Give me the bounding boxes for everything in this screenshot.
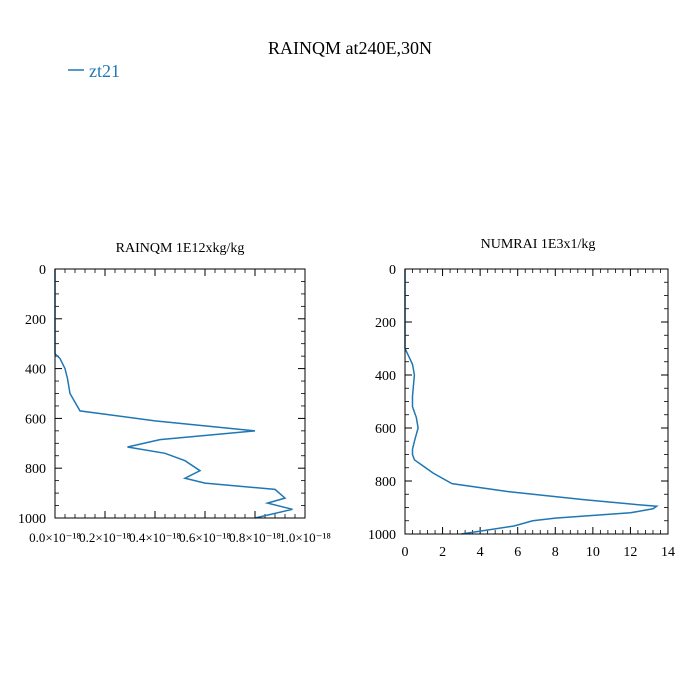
main-title: RAINQM at240E,30N — [268, 38, 432, 58]
right-xtick-label: 10 — [586, 545, 600, 560]
right-ytick-label: 800 — [375, 475, 396, 490]
legend: zt21 — [68, 61, 120, 81]
left-axis-ticks — [54, 268, 306, 519]
right-plot-frame — [404, 268, 669, 535]
right-series-line — [404, 269, 659, 535]
left-axis-tick-labels: 0 200 400 600 800 1000 0.0×10⁻¹⁸0.2×10⁻¹⁸0.4×1… — [18, 263, 331, 545]
left-ytick-label: 400 — [25, 363, 46, 378]
left-ytick-label: 800 — [25, 462, 46, 477]
left-series-line — [54, 269, 293, 519]
right-xtick-label: 6 — [514, 545, 521, 560]
right-ytick-label: 400 — [375, 369, 396, 384]
left-xtick-label: 0.8×10⁻¹⁸ — [229, 530, 281, 545]
right-xtick-label: 12 — [623, 545, 637, 560]
legend-label: zt21 — [89, 61, 120, 81]
right-panel-title: NUMRAI 1E3x1/kg — [481, 237, 596, 252]
right-ytick-label: 1000 — [368, 528, 396, 543]
left-ytick-label: 0 — [39, 263, 46, 278]
right-ytick-label: 0 — [389, 263, 396, 278]
right-ytick-label: 200 — [375, 316, 396, 331]
left-ytick-label: 1000 — [18, 512, 46, 527]
right-xtick-label: 2 — [439, 545, 446, 560]
left-panel: RAINQM 1E12xkg/kg 0 200 400 600 800 1000 0.0×1… — [18, 241, 331, 545]
right-xtick-label: 4 — [477, 545, 484, 560]
left-xtick-label: 1.0×10⁻¹⁸ — [279, 530, 331, 545]
left-plot-frame — [54, 268, 306, 519]
left-xtick-label: 0.2×10⁻¹⁸ — [79, 530, 131, 545]
right-xtick-label: 8 — [552, 545, 559, 560]
right-xtick-label: 14 — [661, 545, 675, 560]
right-axis-tick-labels: 0 200 400 600 800 1000 0 2 4 6 8 10 12 14 — [368, 263, 675, 560]
left-ytick-label: 600 — [25, 412, 46, 427]
left-ytick-label: 200 — [25, 313, 46, 328]
left-xtick-label: 0.0×10⁻¹⁸ — [29, 530, 81, 545]
left-xtick-label: 0.6×10⁻¹⁸ — [179, 530, 231, 545]
right-panel: NUMRAI 1E3x1/kg 0 200 400 600 800 1000 0 2 4 6 8 10… — [368, 237, 675, 560]
right-xtick-label: 0 — [402, 545, 409, 560]
right-ytick-label: 600 — [375, 422, 396, 437]
left-panel-title: RAINQM 1E12xkg/kg — [116, 241, 245, 256]
left-xtick-label: 0.4×10⁻¹⁸ — [129, 530, 181, 545]
